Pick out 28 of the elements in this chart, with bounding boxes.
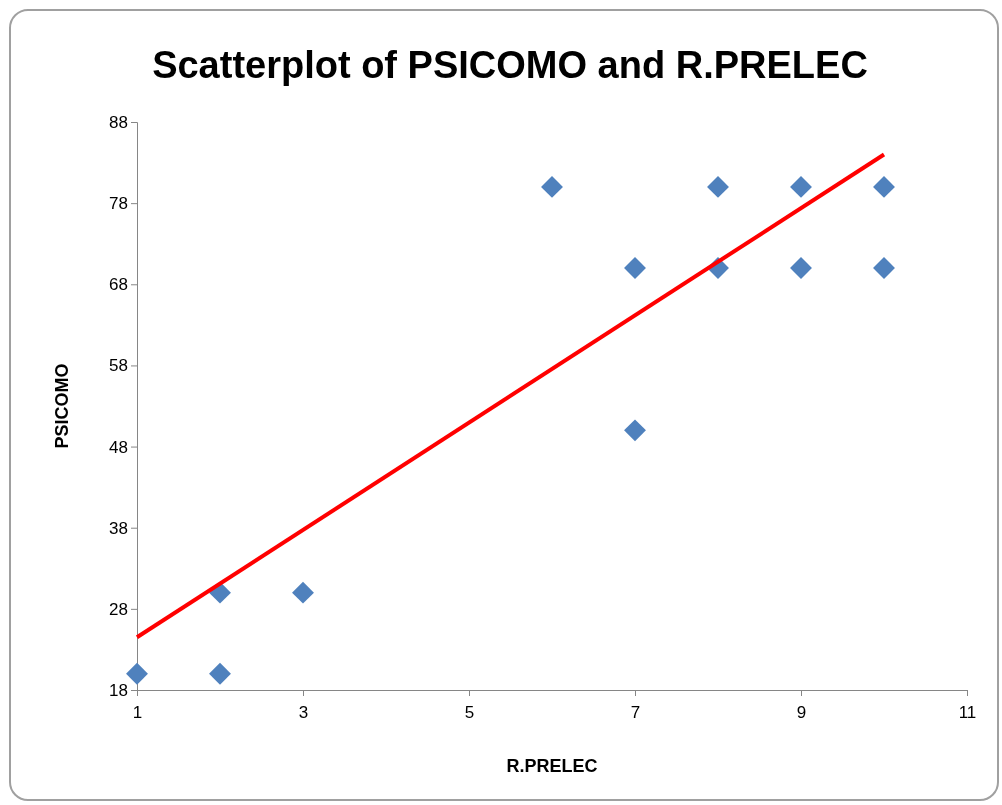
x-tick-label: 1: [132, 702, 143, 722]
point: [873, 175, 895, 198]
x-tick-label: 7: [630, 702, 641, 722]
point: [209, 662, 231, 685]
point: [624, 257, 646, 280]
x-tick-label: 11: [958, 702, 977, 722]
y-tick-label: 78: [109, 194, 128, 214]
y-axis-title: PSICOMO: [52, 363, 72, 449]
y-tick-label: 28: [109, 599, 128, 619]
point: [707, 175, 729, 198]
point: [790, 257, 812, 280]
point: [624, 419, 646, 442]
y-tick-label: 68: [109, 275, 128, 295]
y-tick-label: 58: [109, 356, 128, 376]
point: [873, 257, 895, 280]
y-tick-label: 18: [109, 680, 128, 700]
x-axis-title: R.PRELEC: [506, 756, 598, 776]
x-tick-label: 5: [464, 702, 475, 722]
chart-title: Scatterplot of PSICOMO and R.PRELEC: [152, 44, 868, 86]
point: [126, 662, 148, 685]
point: [292, 581, 314, 604]
y-tick-label: 38: [109, 518, 128, 538]
x-tick-label: 3: [298, 702, 309, 722]
y-tick-label: 48: [109, 437, 128, 457]
x-tick-label: 9: [796, 702, 807, 722]
point: [541, 175, 563, 198]
point: [790, 175, 812, 198]
y-tick-label: 88: [109, 112, 128, 132]
